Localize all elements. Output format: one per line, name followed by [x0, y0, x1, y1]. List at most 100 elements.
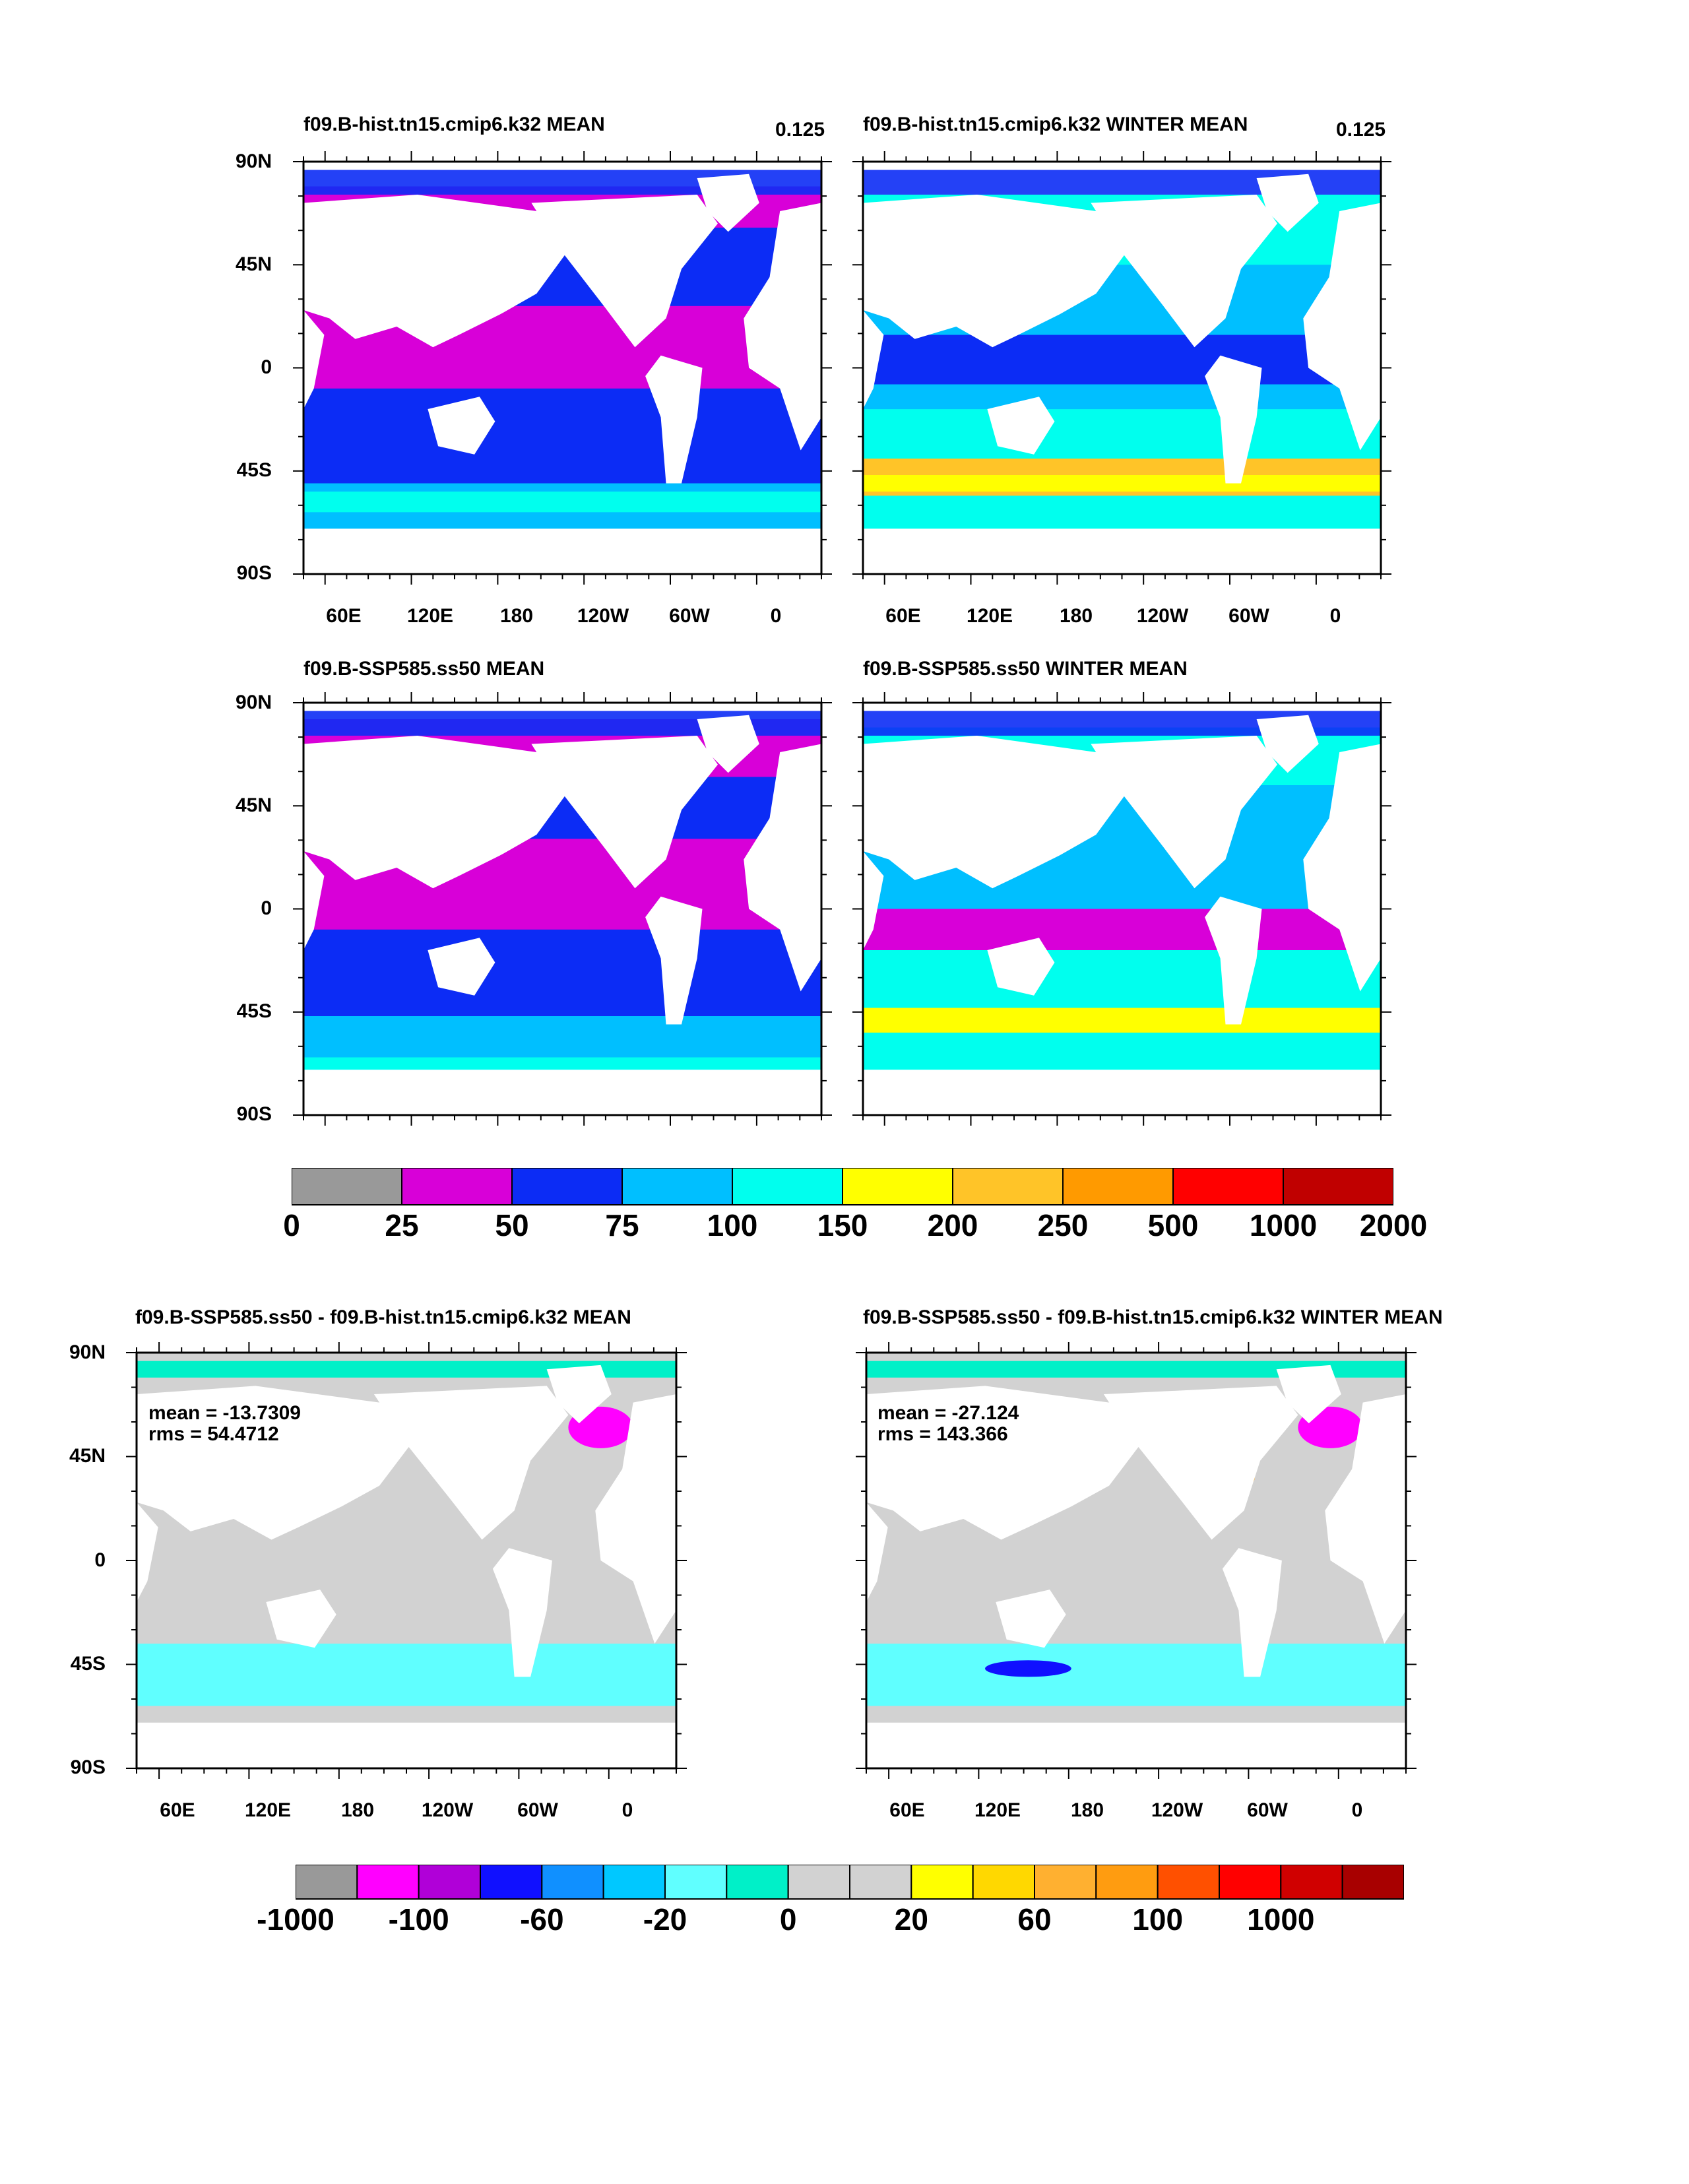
colorbar-box — [952, 1168, 1064, 1205]
land-mask — [863, 195, 1133, 348]
map-svg-ssp-winter — [852, 692, 1391, 1126]
colorbar-tick-label: 60 — [1017, 1902, 1052, 1937]
lon-label: 120E — [244, 1799, 292, 1821]
land-mask — [303, 310, 325, 409]
colorbar-box — [292, 1168, 402, 1205]
colorbar-box — [1283, 1168, 1393, 1205]
colorbar-box — [1219, 1865, 1282, 1900]
colorbar-box — [480, 1865, 543, 1900]
colorbar-box — [602, 1865, 666, 1900]
lat-label: 45S — [236, 459, 272, 481]
colorbar-box — [732, 1168, 843, 1205]
stat-rms-diff-winter: rms = 143.366 — [877, 1423, 1008, 1445]
land-mask — [987, 938, 1055, 996]
lat-label: 45S — [236, 1000, 272, 1022]
colorbar-tick-label: -1000 — [257, 1902, 335, 1937]
colorbar-tick-label: 75 — [605, 1208, 639, 1242]
lon-label: 120W — [421, 1799, 474, 1821]
colorbar-tick-label: 50 — [495, 1208, 529, 1242]
colorbar-tick-label: 200 — [927, 1208, 978, 1242]
colorbar-tick-label: 500 — [1147, 1208, 1199, 1242]
lon-label: 120W — [1151, 1799, 1203, 1821]
stat-mean-diff-mean: mean = -13.7309 — [148, 1402, 301, 1424]
map-svg-hist-mean — [293, 151, 832, 585]
land-mask — [744, 744, 821, 992]
lon-label: 0 — [621, 1799, 633, 1821]
colorbar-box — [849, 1865, 912, 1900]
map-svg-hist-winter — [852, 151, 1391, 585]
lon-label: 60E — [160, 1799, 195, 1821]
colorbar-box — [1062, 1168, 1174, 1205]
ocean-field-band — [137, 1644, 676, 1706]
colorbar-box — [1341, 1865, 1404, 1900]
panel-title-ssp-mean: f09.B-SSP585.ss50 MEAN — [303, 658, 545, 680]
land-mask — [744, 203, 821, 451]
colorbar-box — [910, 1865, 974, 1900]
colorbar-box — [1172, 1168, 1284, 1205]
land-mask — [428, 938, 495, 996]
colorbar-box — [842, 1168, 953, 1205]
land-mask — [1325, 1394, 1406, 1644]
colorbar-tick-label: -60 — [520, 1902, 564, 1937]
colorbar-box — [511, 1168, 623, 1205]
land-mask — [303, 1070, 821, 1115]
panel-title-diff-winter: f09.B-SSP585.ss50 - f09.B-hist.tn15.cmip… — [863, 1306, 1443, 1328]
lat-label: 0 — [261, 897, 272, 919]
colorbar-box — [401, 1168, 513, 1205]
map-svg-diff-winter — [856, 1342, 1417, 1779]
map-ssp-mean — [293, 692, 832, 1126]
land-mask — [863, 736, 1133, 889]
land-mask — [1205, 355, 1262, 484]
ocean-field-band — [303, 492, 821, 513]
map-diff-mean — [126, 1342, 687, 1779]
land-mask — [531, 736, 718, 889]
panel-title-ssp-winter: f09.B-SSP585.ss50 WINTER MEAN — [863, 658, 1188, 680]
ocean-field-band — [863, 909, 1381, 950]
land-mask — [866, 1386, 1147, 1540]
lon-label: 0 — [1329, 605, 1341, 627]
lat-label: 90N — [235, 691, 272, 713]
colorbar-tick-label: 100 — [707, 1208, 758, 1242]
land-mask — [546, 1365, 612, 1424]
lat-label: 0 — [94, 1549, 106, 1571]
lat-label: 0 — [261, 356, 272, 378]
colorbar-tick-label: -20 — [643, 1902, 687, 1937]
lon-label: 120E — [406, 605, 454, 627]
land-mask — [492, 1548, 552, 1677]
lon-label: 60W — [517, 1799, 558, 1821]
land-mask — [1205, 896, 1262, 1025]
colorbar-box — [541, 1865, 604, 1900]
lat-label: 45N — [235, 253, 272, 275]
colorbar-box — [1280, 1865, 1343, 1900]
colorbar-box — [296, 1865, 358, 1900]
land-mask — [303, 195, 573, 348]
land-mask — [1256, 174, 1319, 232]
lat-label: 90S — [236, 1103, 272, 1125]
lat-label: 45N — [235, 794, 272, 816]
panel-title-hist-winter: f09.B-hist.tn15.cmip6.k32 WINTER MEAN — [863, 113, 1248, 135]
colorbar-box — [787, 1865, 851, 1900]
lat-label: 45N — [69, 1445, 106, 1467]
colorbar-tick-label: 20 — [894, 1902, 928, 1937]
land-mask — [303, 736, 573, 889]
colorbar-box — [972, 1865, 1035, 1900]
lat-label: 90S — [70, 1756, 106, 1778]
map-svg-ssp-mean — [293, 692, 832, 1126]
lon-label: 60E — [889, 1799, 925, 1821]
lon-label: 180 — [1070, 1799, 1104, 1821]
lon-label: 180 — [1059, 605, 1093, 627]
ocean-field-band — [303, 1057, 821, 1070]
lon-label: 180 — [340, 1799, 375, 1821]
ocean-field-band — [863, 335, 1381, 385]
land-mask — [137, 1722, 676, 1768]
land-mask — [987, 397, 1055, 455]
anomaly-patch — [985, 1660, 1071, 1677]
colorbar-box — [1095, 1865, 1159, 1900]
land-mask — [1303, 203, 1381, 451]
colorbar-tick-label: 1000 — [1247, 1902, 1315, 1937]
land-mask — [428, 397, 495, 455]
land-mask — [697, 715, 759, 773]
land-mask — [863, 529, 1381, 574]
lon-label: 0 — [770, 605, 782, 627]
land-mask — [266, 1590, 336, 1648]
